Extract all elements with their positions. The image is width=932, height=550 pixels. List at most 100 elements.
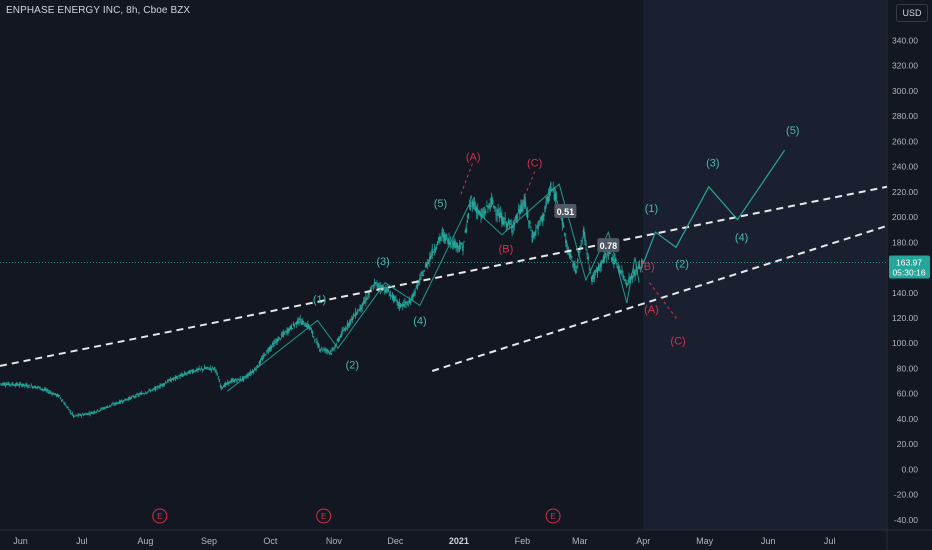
price-candle [405,301,407,308]
candle-body [238,379,240,381]
price-candle [5,381,8,386]
candle-body [384,290,386,292]
price-candle [322,349,324,353]
price-candle [10,384,12,387]
price-candle [539,217,541,226]
candle-body [607,250,609,256]
price-candle [111,403,113,406]
price-candle [66,405,68,409]
candle-body [267,350,270,352]
x-tick-label: 2021 [449,536,469,546]
wave-projection-path[interactable] [642,149,786,264]
candle-body [178,375,180,377]
price-candle [612,254,614,265]
price-candle [436,240,439,246]
price-candle [570,251,572,261]
price-candle [284,331,286,336]
currency-button[interactable]: USD [896,4,928,22]
candle-body [13,385,15,387]
candle-body [538,221,540,223]
price-candle [492,196,494,206]
price-candle [124,398,126,401]
price-candle [519,205,521,219]
price-candle [18,381,21,388]
candle-body [39,386,41,390]
candle-body [273,342,275,347]
candle-body [289,326,291,330]
candle-body [142,393,145,395]
price-candle [572,260,574,269]
y-tick-label: 60.00 [897,389,919,399]
price-candle [235,378,237,381]
price-candle [562,222,565,229]
price-candle [142,392,145,395]
elliott-wave-path[interactable] [227,183,640,392]
candle-body [595,270,598,272]
current-price-value: 163.97 [896,257,922,267]
candle-body [581,239,583,241]
price-candle [165,382,168,384]
price-candle [53,393,55,395]
price-candle [488,203,490,210]
candle-body [494,207,496,209]
price-candle [374,281,376,289]
candle-body [25,384,27,386]
price-candle [200,365,202,370]
price-candle [473,196,476,210]
price-candle [465,223,467,234]
price-candle [152,387,155,391]
candle-body [177,377,179,379]
candle-body [204,368,206,370]
candle-body [140,392,143,395]
candle-body [11,383,13,386]
candle-body [176,376,178,377]
price-candle [385,285,387,294]
candle-body [545,201,547,206]
candle-body [470,197,472,198]
price-candle [80,414,83,418]
candle-body [75,415,77,416]
earnings-marker[interactable] [152,508,168,524]
candle-body [344,328,347,331]
price-candle [161,383,163,388]
price-candle [293,323,296,329]
candle-body [619,269,621,273]
candle-body [493,205,495,209]
dashed-trendline[interactable] [431,224,888,372]
price-candle [566,240,568,250]
candle-body [602,256,605,262]
candle-body [258,362,261,365]
earnings-marker[interactable] [545,508,561,524]
price-candle [555,191,558,203]
candle-body [149,390,151,392]
candle-body [604,252,607,256]
candle-body [387,289,389,292]
candle-body [32,386,35,388]
price-candle [399,303,402,309]
price-candle [516,212,519,224]
candle-body [601,262,604,264]
candle-body [326,349,328,352]
candle-body [42,389,44,391]
candle-body [393,295,395,302]
candle-body [438,237,440,242]
dashed-trendline[interactable] [0,185,888,367]
x-tick-label: Apr [636,536,650,546]
candle-body [535,229,537,232]
candle-body [524,202,527,208]
candle-body [20,383,22,385]
candle-body [351,317,354,321]
candle-body [521,203,523,212]
candle-body [0,383,2,385]
price-candle [622,270,624,281]
price-candle [483,206,486,220]
candle-body [517,209,520,213]
price-candle [236,378,238,384]
candle-body [479,211,481,215]
price-candle [116,402,119,405]
price-candle [634,270,636,281]
earnings-marker[interactable] [316,508,332,524]
candle-body [457,246,460,248]
price-candle [107,406,110,408]
